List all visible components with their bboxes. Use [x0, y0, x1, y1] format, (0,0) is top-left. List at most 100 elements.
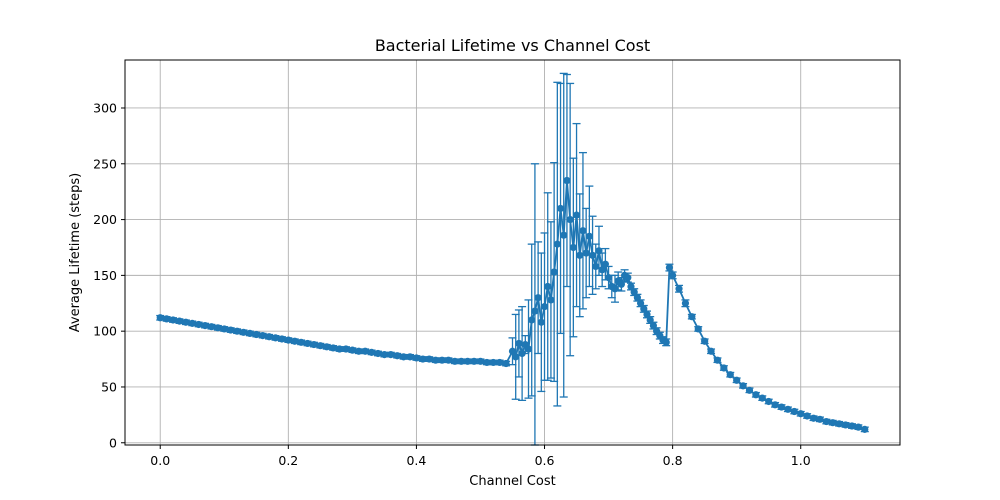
- data-point: [476, 357, 485, 365]
- data-point: [188, 319, 196, 327]
- data-point: [835, 420, 843, 428]
- data-point: [515, 339, 523, 348]
- y-tick-label: 0: [109, 435, 117, 450]
- data-point: [829, 419, 837, 427]
- data-point: [611, 285, 619, 293]
- data-point: [163, 315, 171, 323]
- data-point: [553, 240, 561, 248]
- data-point: [380, 351, 389, 359]
- grid: [125, 60, 900, 445]
- data-point: [156, 314, 164, 322]
- data-point: [694, 325, 702, 333]
- data-point: [524, 345, 533, 353]
- data-point: [662, 338, 670, 346]
- data-point: [649, 321, 658, 330]
- data-point: [246, 329, 254, 338]
- y-axis-label: Average Lifetime (steps): [68, 173, 83, 333]
- data-point: [182, 318, 190, 326]
- data-point: [617, 280, 625, 288]
- data-point: [544, 282, 552, 291]
- data-point: [291, 337, 299, 345]
- data-point: [393, 352, 401, 360]
- data-point: [745, 386, 754, 394]
- data-point: [739, 382, 747, 390]
- x-tick-label: 0.6: [535, 453, 555, 468]
- data-point: [284, 336, 292, 344]
- data-point: [822, 417, 830, 426]
- y-tick-label: 150: [93, 268, 117, 283]
- data-point: [601, 260, 609, 268]
- data-point: [585, 232, 593, 240]
- data-point: [777, 403, 786, 411]
- data-point: [771, 401, 779, 409]
- data-point: [470, 357, 478, 365]
- data-point: [412, 354, 421, 362]
- data-point: [259, 332, 267, 340]
- x-tick-label: 0.4: [406, 453, 426, 468]
- data-point: [640, 305, 648, 313]
- data-point: [758, 394, 766, 402]
- data-point: [854, 423, 862, 431]
- chart-title: Bacterial Lifetime vs Channel Cost: [375, 36, 650, 55]
- data-point: [195, 320, 203, 329]
- data-point: [566, 215, 574, 224]
- data-point: [669, 271, 677, 279]
- x-tick-label: 1.0: [791, 453, 811, 468]
- data-point: [733, 376, 741, 384]
- data-point: [579, 227, 587, 235]
- data-point: [537, 318, 545, 326]
- data-point: [457, 357, 465, 365]
- data-point: [342, 345, 350, 353]
- data-point: [720, 364, 728, 372]
- data-point: [489, 358, 497, 367]
- data-point: [540, 303, 549, 311]
- data-point: [348, 346, 356, 354]
- x-tick-label: 0.8: [663, 453, 683, 468]
- data-point: [841, 421, 850, 429]
- data-point: [816, 415, 824, 423]
- data-point: [432, 356, 440, 364]
- data-point: [701, 337, 709, 345]
- data-point: [665, 263, 674, 272]
- data-point: [233, 327, 241, 335]
- data-point: [630, 288, 638, 296]
- data-point: [323, 343, 331, 351]
- data-point: [220, 325, 228, 333]
- data-point: [207, 323, 216, 331]
- data-point: [201, 321, 209, 330]
- data-point: [355, 347, 363, 355]
- data-point: [464, 357, 472, 365]
- data-point: [598, 266, 606, 274]
- data-point: [451, 357, 459, 365]
- data-point: [726, 371, 734, 379]
- data-point: [681, 299, 690, 307]
- error-bars: [156, 72, 869, 446]
- data-point: [419, 355, 427, 363]
- y-tick-label: 300: [93, 100, 117, 115]
- data-point: [387, 351, 395, 359]
- data-point: [265, 333, 273, 341]
- data-point: [790, 407, 798, 416]
- x-tick-label: 0.0: [150, 453, 170, 468]
- data-point: [367, 348, 376, 356]
- data-point: [765, 397, 773, 406]
- data-point: [534, 294, 542, 302]
- data-point: [646, 316, 654, 324]
- data-point: [239, 328, 248, 336]
- data-point: [550, 268, 558, 276]
- data-point: [588, 251, 597, 259]
- x-tick-label: 0.2: [278, 453, 298, 468]
- data-point: [861, 425, 869, 433]
- data-point: [576, 251, 584, 259]
- data-point: [809, 414, 818, 422]
- data-point: [406, 353, 414, 361]
- data-point: [361, 347, 369, 355]
- data-point: [595, 247, 603, 255]
- data-point: [374, 349, 382, 358]
- data-point: [310, 340, 318, 349]
- plot-frame: [124, 59, 901, 446]
- y-tick-label: 250: [93, 156, 117, 171]
- data-point: [483, 358, 491, 367]
